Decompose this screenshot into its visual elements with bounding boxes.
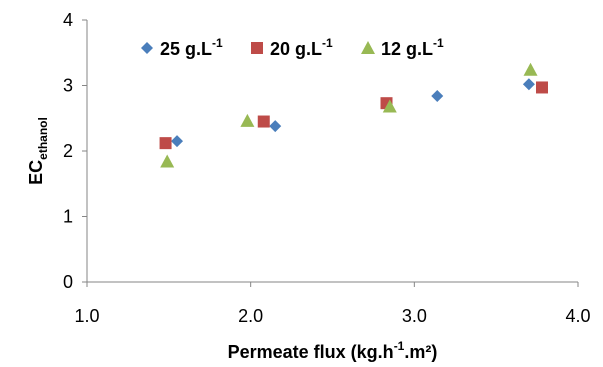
legend-label-sup: -1 <box>433 36 444 50</box>
legend-item: 20 g.L-1 <box>251 36 333 59</box>
legend-marker-square <box>251 42 263 54</box>
y-axis-title-sub: ethanol <box>36 117 50 160</box>
y-tick-label: 0 <box>63 272 73 292</box>
legend-label-sup: -1 <box>322 36 333 50</box>
y-axis-ticks: 0 1 2 3 4 <box>63 10 87 292</box>
data-points <box>159 62 548 168</box>
y-tick-label: 4 <box>63 10 73 30</box>
x-tick-label: 3.0 <box>402 306 427 326</box>
series-diamond <box>171 78 535 148</box>
legend-marker-diamond <box>141 42 153 54</box>
x-axis-title-rest: .m²) <box>404 342 437 362</box>
series-square <box>159 81 548 150</box>
data-point <box>257 115 270 128</box>
data-point <box>159 137 172 150</box>
x-axis-title-base: Permeate flux (kg.h <box>228 342 394 362</box>
data-point <box>269 120 282 133</box>
x-axis-title-sup: -1 <box>394 339 405 353</box>
y-tick-label: 1 <box>63 207 73 227</box>
legend-item: 25 g.L-1 <box>141 36 223 59</box>
legend-marker-triangle <box>361 41 375 54</box>
data-point <box>160 154 175 168</box>
x-tick-label: 4.0 <box>565 306 590 326</box>
x-tick-label: 1.0 <box>74 306 99 326</box>
legend-label-base: 20 g.L <box>270 39 322 59</box>
legend: 25 g.L-1 20 g.L-1 12 g.L-1 <box>141 36 444 59</box>
x-tick-label: 2.0 <box>238 306 263 326</box>
y-axis-title-base: EC <box>26 160 46 185</box>
legend-item: 12 g.L-1 <box>361 36 444 59</box>
legend-label-base: 12 g.L <box>381 39 433 59</box>
data-point <box>522 78 535 91</box>
y-axis-title: ECethanol <box>26 117 50 185</box>
data-point <box>240 113 255 127</box>
data-point <box>171 135 184 148</box>
y-tick-label: 3 <box>63 76 73 96</box>
data-point <box>535 81 548 94</box>
legend-label-base: 25 g.L <box>160 39 212 59</box>
legend-label: 20 g.L-1 <box>270 36 333 59</box>
data-point <box>382 99 397 113</box>
data-point <box>431 89 444 102</box>
data-point <box>523 62 538 76</box>
series-triangle <box>160 62 538 168</box>
axes: 0 1 2 3 4 1.0 2.0 3.0 4.0 <box>63 10 591 326</box>
y-tick-label: 2 <box>63 141 73 161</box>
x-axis-title: Permeate flux (kg.h-1.m²) <box>228 339 438 362</box>
x-axis-ticks: 1.0 2.0 3.0 4.0 <box>74 282 591 326</box>
legend-label: 25 g.L-1 <box>160 36 223 59</box>
legend-label-sup: -1 <box>212 36 223 50</box>
legend-label: 12 g.L-1 <box>381 36 444 59</box>
